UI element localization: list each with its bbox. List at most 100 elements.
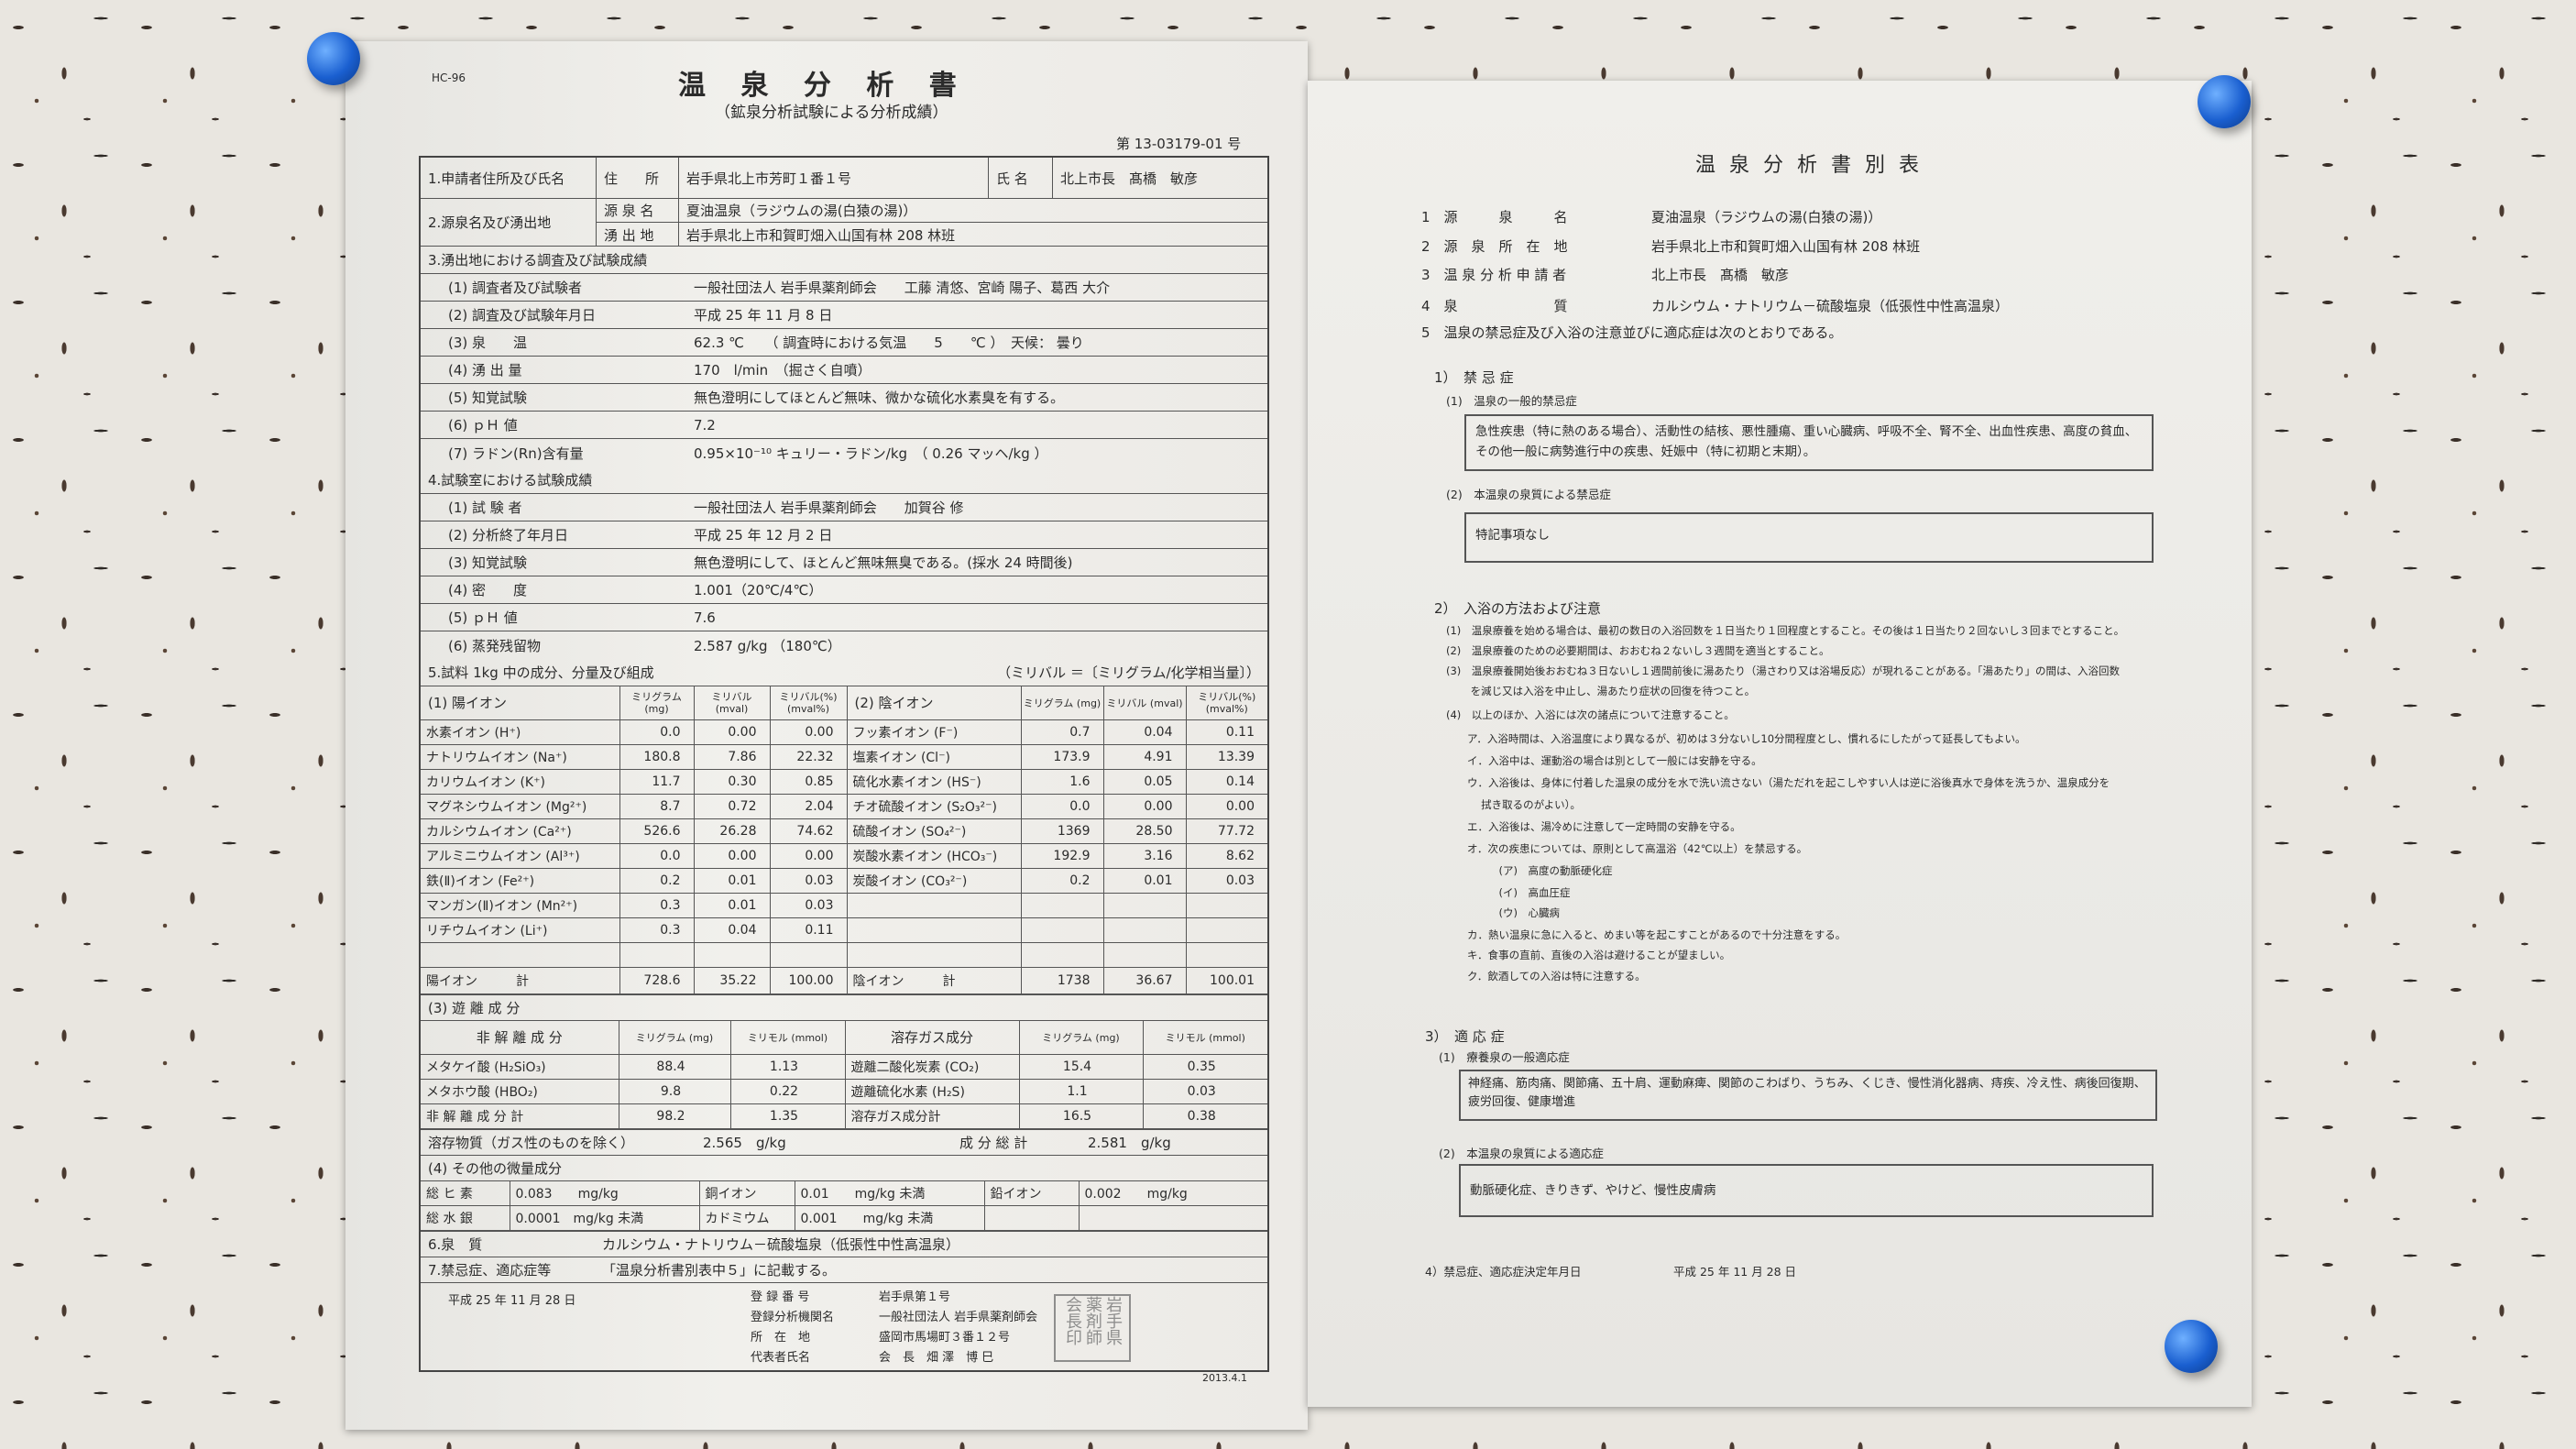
- gas-name: 遊離二酸化炭素 (CO₂): [844, 1054, 1020, 1080]
- bathing-note-line: (ア) 高度の動脈硬化症: [1446, 864, 1613, 877]
- name-label: 氏 名: [989, 158, 1053, 198]
- cation-total-label: 陽イオン 計: [421, 967, 620, 994]
- s3-item-value: 170 l/min （掘さく自噴）: [694, 362, 871, 379]
- anion-total-value: 36.67: [1102, 967, 1187, 994]
- anion-name: 炭酸水素イオン (HCO₃⁻): [846, 843, 1022, 869]
- anion-col-pct: ミリバル(%) (mval%): [1185, 686, 1267, 720]
- s3-item-row: (7) ラドン(Rn)含有量 0.95×10⁻¹⁰ キュリー・ラドン/kg （ 0…: [421, 439, 1267, 467]
- gas-value: 1.1: [1018, 1079, 1144, 1104]
- ion-row: マグネシウムイオン (Mg²⁺) 8.7 0.72 2.04 チオ硫酸イオン (S₂O₃…: [421, 794, 1267, 819]
- official-seal: 岩手県薬剤師会長印: [1054, 1294, 1131, 1362]
- cation-name: 水素イオン (H⁺): [421, 719, 620, 745]
- contraindications-value: 「温泉分析書別表中５」に記載する。: [602, 1262, 837, 1279]
- cation-value: 0.03: [769, 893, 848, 918]
- empty-cell: [1020, 942, 1104, 968]
- trace-name: 総 ヒ 素: [421, 1181, 510, 1206]
- cation-value: 526.6: [619, 818, 695, 844]
- s3-item-label: (1) 調査者及び試験者: [448, 280, 583, 296]
- cation-total-value: 35.22: [693, 967, 771, 994]
- anion-value: 0.04: [1102, 719, 1187, 745]
- cation-value: 7.86: [693, 744, 771, 770]
- general-indications-label: (1) 療養泉の一般適応症: [1439, 1050, 1570, 1064]
- cation-value: 0.3: [619, 917, 695, 943]
- anion-value: 0.01: [1102, 868, 1187, 894]
- org-name: 一般社団法人 岩手県薬剤師会: [879, 1311, 1038, 1324]
- cation-value: 0.01: [693, 868, 771, 894]
- bathing-note-line: (ウ) 心臓病: [1446, 906, 1560, 919]
- appendix-item-label: 3 温 泉 分 析 申 請 者: [1421, 267, 1567, 283]
- appendix-item-5: 5 温泉の禁忌症及び入浴の注意並びに適応症は次のとおりである。: [1421, 324, 1843, 341]
- applicant-row: 1.申請者住所及び氏名 住 所 岩手県北上市芳町１番１号 氏 名 北上市長 髙橋…: [421, 158, 1267, 199]
- general-contra-box: 急性疾患（特に熱のある場合）、活動性の結核、悪性腫瘍、重い心臓病、呼吸不全、腎不…: [1464, 414, 2154, 471]
- general-indications-box: 神経痛、筋肉痛、関節痛、五十肩、運動麻痺、関節のこわばり、うちみ、くじき、慢性消…: [1459, 1070, 2157, 1121]
- spring-quality-value: カルシウム・ナトリウム－硫酸塩泉（低張性中性高温泉）: [602, 1236, 960, 1253]
- trace-name: [983, 1205, 1080, 1231]
- s3-item-value: 7.2: [694, 416, 716, 434]
- s3-item-row: (2) 調査及び試験年月日 平成 25 年 11 月 8 日: [421, 302, 1267, 329]
- s3-item-value: 平成 25 年 11 月 8 日: [694, 307, 833, 324]
- s3-item-label: (7) ラドン(Rn)含有量: [448, 445, 584, 462]
- s4-item-row: (5) ｐＨ 値 7.6: [421, 604, 1267, 631]
- trace-heading: (4) その他の微量成分: [421, 1156, 1267, 1181]
- gas-value: 15.4: [1018, 1054, 1144, 1080]
- nondiss-col-mg: ミリグラム (mg): [618, 1021, 731, 1055]
- appendix-item-label: 4 泉 質: [1421, 298, 1568, 314]
- anion-value: 3.16: [1102, 843, 1187, 869]
- push-pin-icon: [2198, 75, 2251, 128]
- applicant-name: 北上市長 髙橋 敏彦: [1060, 170, 1199, 187]
- empty-cell: [1185, 917, 1267, 943]
- s4-item-label: (3) 知覚試験: [448, 554, 528, 571]
- s4-item-label: (2) 分析終了年月日: [448, 527, 569, 543]
- cation-value: 0.00: [693, 719, 771, 745]
- document-subtitle: （鉱泉分析試験による分析成績）: [715, 104, 948, 122]
- reg-number: 岩手県第１号: [879, 1290, 951, 1304]
- s4-item-value: 平成 25 年 12 月 2 日: [694, 527, 833, 543]
- document-number: 第 13-03179-01 号: [1116, 136, 1242, 152]
- cation-name: 鉄(Ⅱ)イオン (Fe²⁺): [421, 868, 620, 894]
- section-4-heading: 4.試験室における試験成績: [421, 467, 1267, 494]
- cation-name: リチウムイオン (Li⁺): [421, 917, 620, 943]
- bathing-note-line: オ．次の疾患については、原則として高温浴（42℃以上）を禁忌する。: [1446, 842, 1808, 855]
- s4-item-label: (5) ｐＨ 値: [448, 609, 518, 626]
- cation-value: 8.7: [619, 794, 695, 819]
- appendix-item-value: カルシウム・ナトリウム－硫酸塩泉（低張性中性高温泉）: [1651, 298, 2010, 314]
- certification-footer: 平成 25 年 11 月 28 日 登 録 番 号 岩手県第１号 登録分析機関名…: [421, 1283, 1267, 1370]
- s3-item-row: (6) ｐＨ 値 7.2: [421, 412, 1267, 439]
- anion-total-value: 1738: [1020, 967, 1104, 994]
- analysis-appendix-sheet: [1308, 81, 2252, 1407]
- gas-col-mmol: ミリモル (mmol): [1142, 1021, 1267, 1055]
- gas-name: 溶存ガス成分計: [844, 1103, 1020, 1129]
- address-label: 住 所: [597, 158, 679, 198]
- empty-cell: [1102, 893, 1187, 918]
- anion-name: 塩素イオン (Cl⁻): [846, 744, 1022, 770]
- cation-value: 0.00: [693, 843, 771, 869]
- cation-value: 0.04: [693, 917, 771, 943]
- trace-value: 0.0001 mg/kg 未満: [509, 1205, 700, 1231]
- source-name-label: 源 泉 名: [597, 199, 679, 222]
- cation-value: 11.7: [619, 769, 695, 795]
- dissolved-matter-value: 2.565 g/kg: [703, 1135, 786, 1151]
- bathing-note-line: エ．入浴後は、湯冷めに注意して一定時間の安静を守る。: [1446, 820, 1741, 833]
- gas-value: 16.5: [1018, 1103, 1144, 1129]
- appendix-item-value: 岩手県北上市和賀町畑入山国有林 208 林班: [1651, 238, 1921, 255]
- cation-value: 0.03: [769, 868, 848, 894]
- ion-row: ナトリウムイオン (Na⁺) 180.8 7.86 22.32 塩素イオン (Cl⁻) 1…: [421, 744, 1267, 770]
- cation-value: 0.0: [619, 843, 695, 869]
- cation-value: 74.62: [769, 818, 848, 844]
- bathing-note-line: (1) 温泉療養を始める場合は、最初の数日の入浴回数を１日当たり１回程度とするこ…: [1446, 624, 2125, 637]
- anion-name: 炭酸イオン (CO₃²⁻): [846, 868, 1022, 894]
- cation-col-pct: ミリバル(%) (mval%): [769, 686, 848, 720]
- bathing-heading: 2） 入浴の方法および注意: [1434, 600, 1602, 617]
- anion-value: 4.91: [1102, 744, 1187, 770]
- bathing-note-line: (2) 温泉療養のための必要期間は、おおむね２ないし３週間を適当とすること。: [1446, 644, 1830, 657]
- trace-name: 銅イオン: [698, 1181, 795, 1206]
- cation-name: マンガン(Ⅱ)イオン (Mn²⁺): [421, 893, 620, 918]
- analysis-table: 1.申請者住所及び氏名 住 所 岩手県北上市芳町１番１号 氏 名 北上市長 髙橋…: [419, 156, 1269, 1372]
- s3-item-label: (5) 知覚試験: [448, 390, 528, 406]
- total-components-value: 2.581 g/kg: [1088, 1135, 1171, 1151]
- cation-name: カルシウムイオン (Ca²⁺): [421, 818, 620, 844]
- cation-value: 0.30: [693, 769, 771, 795]
- milliequivalent-note: （ミリバル ＝〔ミリグラム/化学相当量〕）: [997, 664, 1260, 681]
- anion-value: 0.05: [1102, 769, 1187, 795]
- applicant-label: 1.申請者住所及び氏名: [421, 158, 597, 198]
